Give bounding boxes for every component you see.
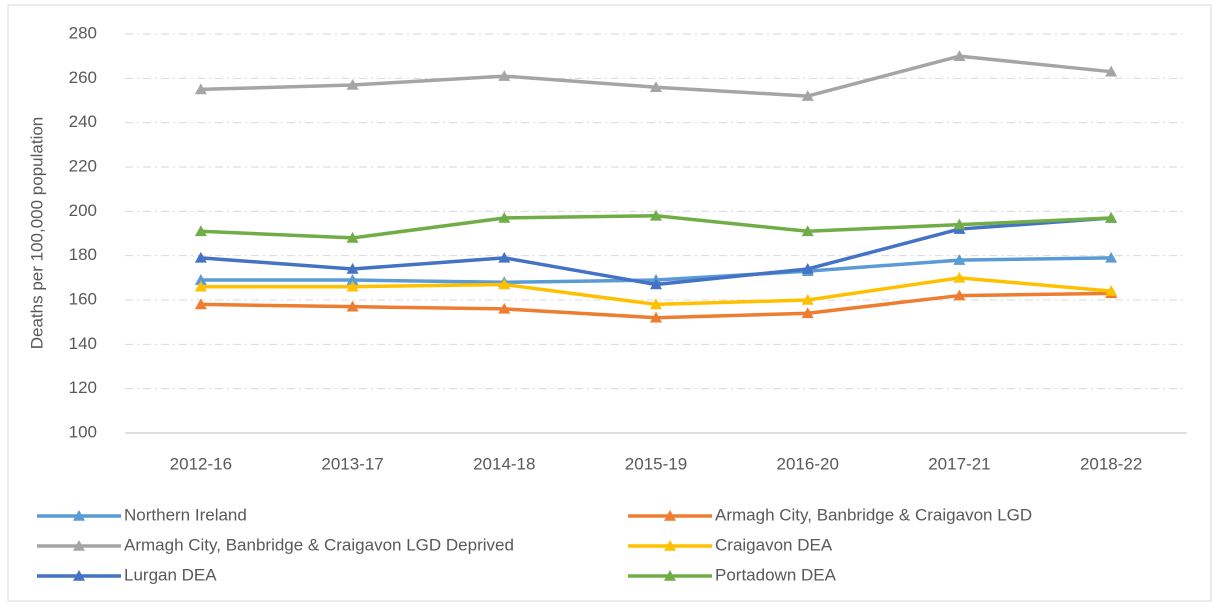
legend-label: Portadown DEA bbox=[715, 565, 837, 584]
marker bbox=[194, 274, 207, 285]
legend-marker bbox=[664, 570, 676, 581]
y-axis-label: Deaths per 100,000 population bbox=[27, 117, 46, 350]
marker bbox=[498, 70, 511, 81]
legend-label: Lurgan DEA bbox=[124, 565, 217, 584]
legend-marker bbox=[664, 510, 676, 521]
marker bbox=[346, 78, 359, 90]
marker bbox=[346, 274, 359, 285]
marker bbox=[801, 307, 814, 319]
marker bbox=[801, 90, 814, 101]
marker bbox=[346, 300, 359, 312]
y-tick-label: 100 bbox=[69, 422, 97, 441]
marker bbox=[953, 218, 966, 230]
y-tick-label: 160 bbox=[69, 289, 97, 308]
marker bbox=[498, 211, 511, 223]
marker bbox=[498, 302, 511, 314]
marker bbox=[801, 262, 814, 274]
legend-label: Craigavon DEA bbox=[715, 535, 833, 554]
marker bbox=[194, 280, 207, 292]
marker bbox=[194, 83, 207, 95]
legend-marker bbox=[73, 510, 85, 521]
marker bbox=[801, 294, 814, 305]
marker bbox=[801, 225, 814, 237]
y-tick-label: 260 bbox=[69, 68, 97, 87]
x-tick-label: 2013-17 bbox=[321, 454, 383, 473]
marker bbox=[650, 298, 662, 310]
x-tick-label: 2015-19 bbox=[625, 454, 687, 473]
y-tick-label: 120 bbox=[69, 378, 97, 397]
x-tick-label: 2017-21 bbox=[928, 454, 990, 473]
marker bbox=[650, 209, 662, 221]
marker bbox=[346, 262, 359, 274]
x-tick-label: 2012-16 bbox=[170, 454, 232, 473]
marker bbox=[1105, 65, 1118, 77]
y-tick-label: 180 bbox=[69, 245, 97, 264]
y-tick-label: 280 bbox=[69, 23, 97, 42]
marker bbox=[650, 311, 662, 323]
y-tick-label: 240 bbox=[69, 112, 97, 131]
marker bbox=[650, 278, 662, 290]
x-tick-label: 2016-20 bbox=[777, 454, 839, 473]
legend-label: Northern Ireland bbox=[124, 505, 247, 524]
legend-marker bbox=[73, 570, 85, 581]
marker bbox=[498, 278, 511, 290]
y-tick-label: 200 bbox=[69, 201, 97, 220]
legend-label: Armagh City, Banbridge & Craigavon LGD bbox=[715, 505, 1032, 524]
legend-label: Armagh City, Banbridge & Craigavon LGD D… bbox=[124, 535, 514, 554]
marker bbox=[1105, 285, 1118, 296]
legend-marker bbox=[73, 540, 85, 551]
legend-marker bbox=[664, 540, 676, 551]
y-tick-label: 140 bbox=[69, 334, 97, 353]
marker bbox=[346, 231, 359, 243]
marker bbox=[953, 271, 966, 283]
marker bbox=[953, 254, 966, 265]
marker bbox=[346, 280, 359, 292]
marker bbox=[498, 251, 511, 263]
marker bbox=[194, 298, 207, 310]
marker bbox=[194, 251, 207, 263]
x-tick-label: 2014-18 bbox=[473, 454, 535, 473]
marker bbox=[1105, 211, 1118, 223]
y-tick-label: 220 bbox=[69, 156, 97, 175]
x-tick-label: 2018-22 bbox=[1080, 454, 1142, 473]
marker bbox=[194, 225, 207, 237]
marker bbox=[953, 50, 966, 61]
marker bbox=[953, 289, 966, 301]
marker bbox=[1105, 251, 1118, 263]
marker bbox=[650, 81, 662, 92]
